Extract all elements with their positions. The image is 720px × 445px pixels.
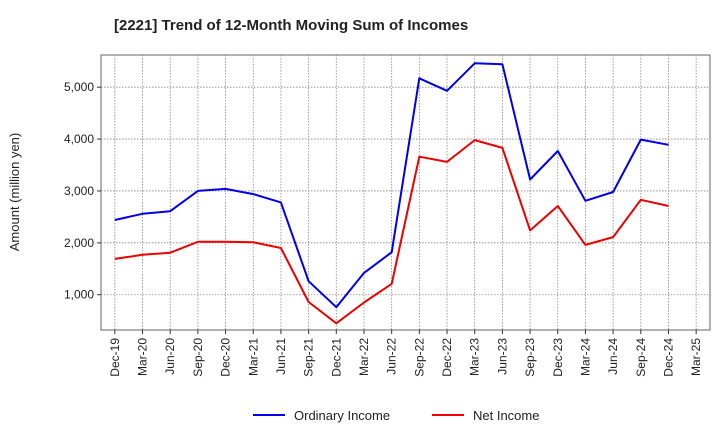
- x-tick-label: Jun-24: [606, 338, 620, 375]
- series-line-ordinary-income: [114, 62, 669, 309]
- x-tick-label: Mar-25: [689, 338, 703, 376]
- series-line-net-income: [114, 139, 669, 325]
- y-tick-label: 2,000: [64, 236, 94, 250]
- x-tick-label: Dec-19: [108, 338, 122, 377]
- x-axis: Dec-19 Mar-20 Jun-20 Sep-20 Dec-20 Mar-21 Jun-…: [108, 330, 703, 377]
- y-tick-label: 3,000: [64, 184, 94, 198]
- legend: Ordinary Income Net Income: [253, 408, 539, 423]
- x-tick-label: Dec-23: [551, 338, 565, 377]
- y-axis-title: Amount (million yen): [7, 133, 22, 252]
- x-tick-label: Mar-22: [357, 338, 371, 376]
- legend-label: Net Income: [473, 408, 539, 423]
- series-lines: [114, 62, 669, 325]
- x-tick-label: Sep-22: [412, 338, 426, 377]
- legend-label: Ordinary Income: [294, 408, 390, 423]
- y-tick-label: 1,000: [64, 288, 94, 302]
- x-tick-label: Jun-23: [495, 338, 509, 375]
- x-tick-label: Sep-20: [191, 338, 205, 377]
- x-tick-label: Dec-20: [219, 338, 233, 377]
- y-axis: 1,000 2,000 3,000 4,000 5,000: [64, 80, 101, 302]
- grid: [101, 55, 710, 330]
- x-tick-label: Sep-24: [634, 338, 648, 377]
- x-tick-label: Sep-21: [302, 338, 316, 377]
- x-tick-label: Jun-21: [274, 338, 288, 375]
- plot-area: [100, 54, 711, 331]
- x-tick-label: Jun-22: [385, 338, 399, 375]
- x-tick-label: Mar-24: [578, 338, 592, 376]
- x-tick-label: Mar-20: [136, 338, 150, 376]
- x-tick-label: Dec-22: [440, 338, 454, 377]
- x-tick-label: Mar-23: [468, 338, 482, 376]
- chart-title: [2221] Trend of 12-Month Moving Sum of I…: [114, 17, 468, 34]
- x-tick-label: Dec-21: [329, 338, 343, 377]
- y-tick-label: 4,000: [64, 132, 94, 146]
- x-tick-label: Dec-24: [661, 338, 675, 377]
- x-tick-label: Mar-21: [246, 338, 260, 376]
- x-tick-label: Sep-23: [523, 338, 537, 377]
- y-tick-label: 5,000: [64, 80, 94, 94]
- x-tick-label: Jun-20: [163, 338, 177, 375]
